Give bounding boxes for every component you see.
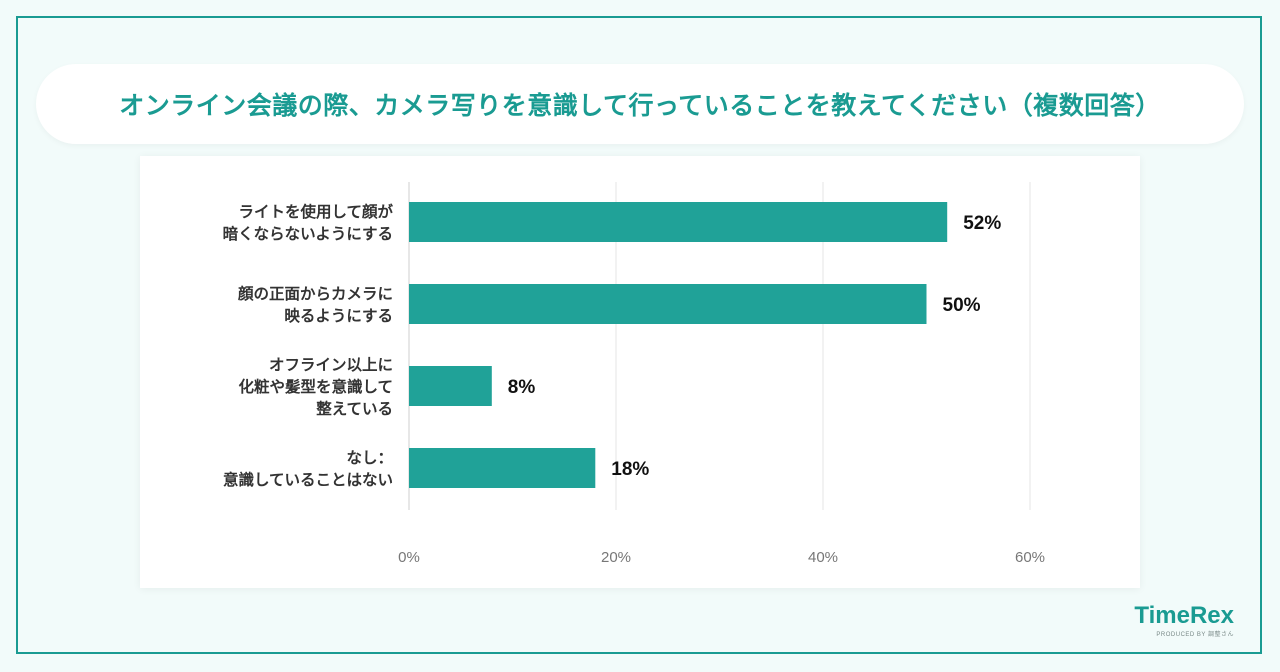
category-label-line: ライトを使用して顔が (238, 202, 393, 221)
category-label-line: 映るようにする (284, 306, 393, 325)
category-label-line: 整えている (315, 399, 393, 418)
x-tick-label: 20% (601, 549, 631, 566)
bar-value-label: 18% (611, 459, 649, 480)
category-label: ライトを使用して顔が暗くならないようにする (223, 202, 394, 243)
x-tick-label: 40% (808, 549, 838, 566)
x-tick-label: 60% (1015, 549, 1045, 566)
bar (409, 202, 948, 242)
bar-value-label: 52% (963, 213, 1001, 234)
title-banner: オンライン会議の際、カメラ写りを意識して行っていることを教えてください（複数回答… (36, 64, 1244, 144)
category-label-line: なし： (346, 449, 393, 467)
category-label: なし： 意識していることはない (223, 449, 393, 489)
logo-name: TimeRex (1134, 602, 1234, 629)
chart-title: オンライン会議の際、カメラ写りを意識して行っていることを教えてください（複数回答… (119, 91, 1161, 120)
bar-value-label: 50% (943, 295, 981, 316)
category-label-line: 意識していることはない (223, 470, 393, 489)
page-frame (16, 16, 1262, 654)
x-tick-label: 0% (398, 549, 420, 566)
category-label-line: オフライン以上に (269, 356, 393, 374)
bar-chart: 0% 20% 40% 60% 52% ライトを使用して顔が暗くならないようにする 50% 顔の… (223, 182, 1045, 566)
category-label-line: 化粧や髪型を意識して (238, 377, 393, 396)
logo-tagline: PRODUCED BY 調整さん (1156, 632, 1234, 638)
bar-value-label: 8% (508, 377, 536, 398)
category-label-line: 暗くならないようにする (223, 224, 393, 243)
category-label: 顔の正面からカメラに映るようにする (237, 284, 393, 325)
timerex-logo: TimeRex PRODUCED BY 調整さん (1134, 602, 1234, 639)
chart-card: 0% 20% 40% 60% 52% ライトを使用して顔が暗くならないようにする 50% 顔の… (140, 156, 1140, 588)
bar (409, 448, 596, 488)
category-label: オフライン以上に化粧や髪型を意識して整えている (238, 356, 393, 418)
category-label-line: 顔の正面からカメラに (237, 284, 393, 303)
bar (409, 366, 492, 406)
bar (409, 284, 927, 324)
